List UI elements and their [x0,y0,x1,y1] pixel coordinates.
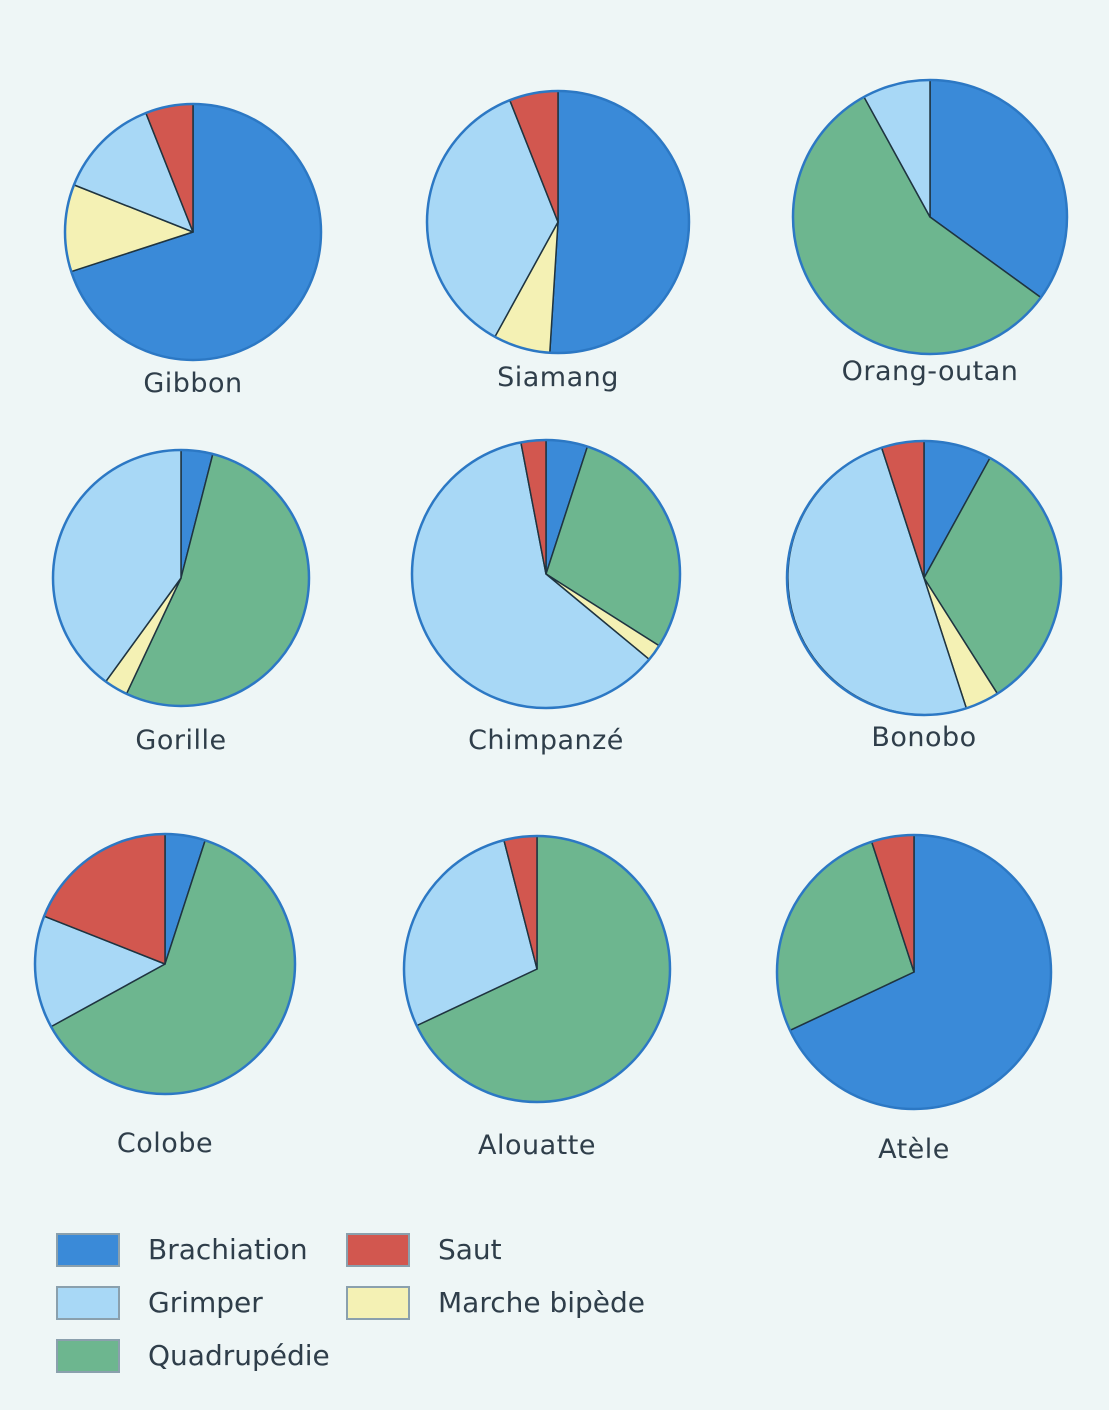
pie-label-colobe: Colobe [116,1128,214,1159]
legend-swatch-brachiation [56,1233,120,1267]
legend-swatch-quadrupedie [56,1339,120,1373]
pie-orang-outan [791,78,1069,356]
pie-outline-bonobo [785,439,1063,717]
pie-label-gorille: Gorille [135,725,227,756]
pie-gibbon [63,102,323,362]
pie-label-bonobo: Bonobo [871,722,977,753]
pie-label-gibbon: Gibbon [143,368,243,399]
pie-gorille [51,448,311,708]
pie-outline-gorille [51,448,311,708]
pie-outline-siamang [425,89,691,355]
legend-label-quadrupedie: Quadrupédie [148,1339,330,1372]
pie-label-alouatte: Alouatte [478,1130,596,1161]
pie-outline-orang-outan [791,78,1069,356]
pie-outline-gibbon [63,102,323,362]
pie-outline-alouatte [402,834,672,1104]
pie-label-atele: Atèle [878,1134,950,1165]
pie-outline-colobe [33,832,297,1096]
pie-chimpanze [410,438,682,710]
legend-label-brachiation: Brachiation [148,1233,308,1266]
legend-label-saut: Saut [438,1233,502,1266]
pie-outline-chimpanze [410,438,682,710]
pie-alouatte [402,834,672,1104]
legend-swatch-marche-bipede [346,1286,410,1320]
pie-siamang [425,89,691,355]
pie-bonobo [785,439,1063,717]
pie-slice-siamang-brachiation [549,90,690,354]
pie-colobe [33,832,297,1096]
pie-label-orang-outan: Orang-outan [841,356,1019,387]
pie-outline-atele [775,833,1053,1111]
pie-atele [775,833,1053,1111]
legend-label-marche-bipede: Marche bipède [438,1286,646,1319]
legend-label-grimper: Grimper [148,1286,263,1319]
pie-label-siamang: Siamang [497,362,619,393]
legend-swatch-saut [346,1233,410,1267]
legend-swatch-grimper [56,1286,120,1320]
pie-label-chimpanze: Chimpanzé [468,725,624,756]
